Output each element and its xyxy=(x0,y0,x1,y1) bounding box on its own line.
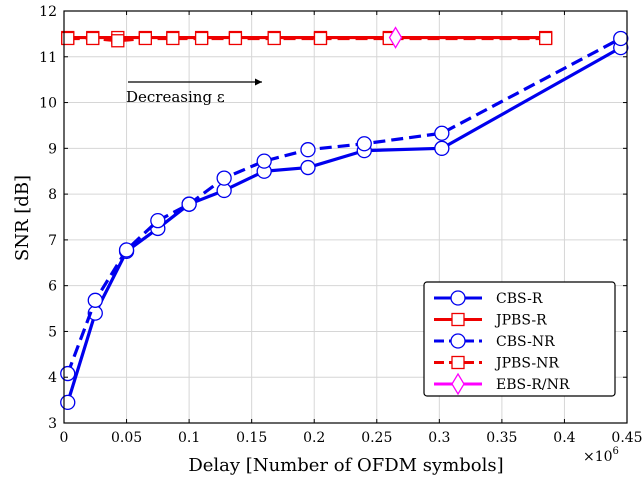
x-tick-label: 0.4 xyxy=(553,430,575,446)
x-multiplier-exponent: 6 xyxy=(613,446,619,457)
y-tick-label: 9 xyxy=(48,141,57,157)
data-point-cbs-nr xyxy=(87,292,103,308)
x-tick-label: 0.45 xyxy=(611,430,642,446)
data-point-cbs-nr xyxy=(60,365,76,382)
legend-marker-cbs-r xyxy=(450,290,466,306)
y-tick-label: 7 xyxy=(48,233,57,249)
y-axis-label: SNR [dB] xyxy=(12,175,33,261)
data-point-jpbs-nr xyxy=(138,31,152,46)
data-point-cbs-nr xyxy=(150,213,166,229)
legend-label-jpbs-nr: JPBS-NR xyxy=(494,356,559,372)
y-tick-label: 5 xyxy=(48,324,57,340)
x-multiplier: ×106 xyxy=(583,446,619,465)
data-point-jpbs-nr xyxy=(194,31,209,46)
y-tick-label: 12 xyxy=(39,4,57,20)
data-point-cbs-nr xyxy=(216,170,232,186)
data-point-cbs-r xyxy=(434,140,450,156)
legend-marker-jpbs-nr xyxy=(451,355,465,370)
x-tick-label: 0 xyxy=(60,430,69,446)
x-tick-label: 0.35 xyxy=(486,430,517,446)
y-tick-label: 4 xyxy=(48,370,57,386)
data-point-ebs-r-nr xyxy=(388,26,403,49)
data-point-jpbs-nr xyxy=(166,31,180,46)
legend-label-cbs-r: CBS-R xyxy=(496,291,543,307)
legend-entries: CBS-R JPBS-R CBS-NR JPBS-NR EBS-R/NR xyxy=(434,290,570,396)
data-point-cbs-nr xyxy=(434,125,450,141)
y-tick-label: 8 xyxy=(48,187,57,203)
data-point-jpbs-nr xyxy=(539,31,553,46)
annotation: Decreasing ε xyxy=(126,78,262,106)
legend-box xyxy=(423,281,616,397)
legend-marker-cbs-nr xyxy=(450,333,466,349)
data-point-cbs-nr xyxy=(118,242,135,258)
x-tick-label: 0.15 xyxy=(236,430,267,446)
annotation-text: Decreasing ε xyxy=(126,88,225,106)
legend-label-jpbs-r: JPBS-R xyxy=(494,313,547,329)
series-ebs-r-nr xyxy=(388,26,403,49)
data-point-cbs-nr xyxy=(300,142,316,158)
legend-label-ebs-r-nr: EBS-R/NR xyxy=(496,377,570,393)
x-axis-label: Delay [Number of OFDM symbols] xyxy=(188,455,503,476)
data-point-jpbs-nr xyxy=(61,31,75,46)
data-point-cbs-r xyxy=(60,394,76,411)
series-layer xyxy=(60,26,629,411)
y-tick-label: 3 xyxy=(48,416,57,432)
data-point-jpbs-nr xyxy=(313,31,328,46)
legend-marker-jpbs-r xyxy=(451,312,465,327)
data-point-cbs-r xyxy=(300,159,316,176)
data-point-cbs-nr xyxy=(613,30,629,47)
data-point-jpbs-nr xyxy=(267,31,281,46)
legend: CBS-R JPBS-R CBS-NR JPBS-NR EBS-R/NR xyxy=(423,281,616,397)
plot-frame xyxy=(63,10,628,424)
data-point-jpbs-nr xyxy=(228,31,243,46)
data-point-jpbs-nr xyxy=(86,31,100,46)
y-tick-label: 10 xyxy=(39,96,57,112)
data-point-jpbs-nr xyxy=(111,34,125,48)
annotation-arrowhead xyxy=(255,78,262,86)
data-point-cbs-nr xyxy=(256,153,272,169)
data-point-cbs-nr xyxy=(356,136,372,152)
series-cbs-nr xyxy=(60,30,629,382)
legend-label-cbs-nr: CBS-NR xyxy=(496,334,555,350)
legend-marker-ebs-r-nr xyxy=(451,372,465,396)
x-tick-label: 0.25 xyxy=(361,430,392,446)
ticks: 0 0.05 0.1 0.15 0.2 0.25 0.3 0.35 0.4 0.45 3 4 5 6 7 8 9… xyxy=(39,4,642,446)
data-point-cbs-nr xyxy=(181,196,197,212)
x-multiplier-base: ×10 xyxy=(583,449,613,465)
y-tick-label: 6 xyxy=(48,279,57,295)
x-tick-label: 0.3 xyxy=(428,430,450,446)
y-tick-label: 11 xyxy=(39,50,57,66)
x-tick-label: 0.1 xyxy=(178,430,200,446)
x-tick-label: 0.05 xyxy=(111,430,142,446)
x-tick-label: 0.2 xyxy=(303,430,325,446)
series-jpbs-nr xyxy=(61,31,553,48)
